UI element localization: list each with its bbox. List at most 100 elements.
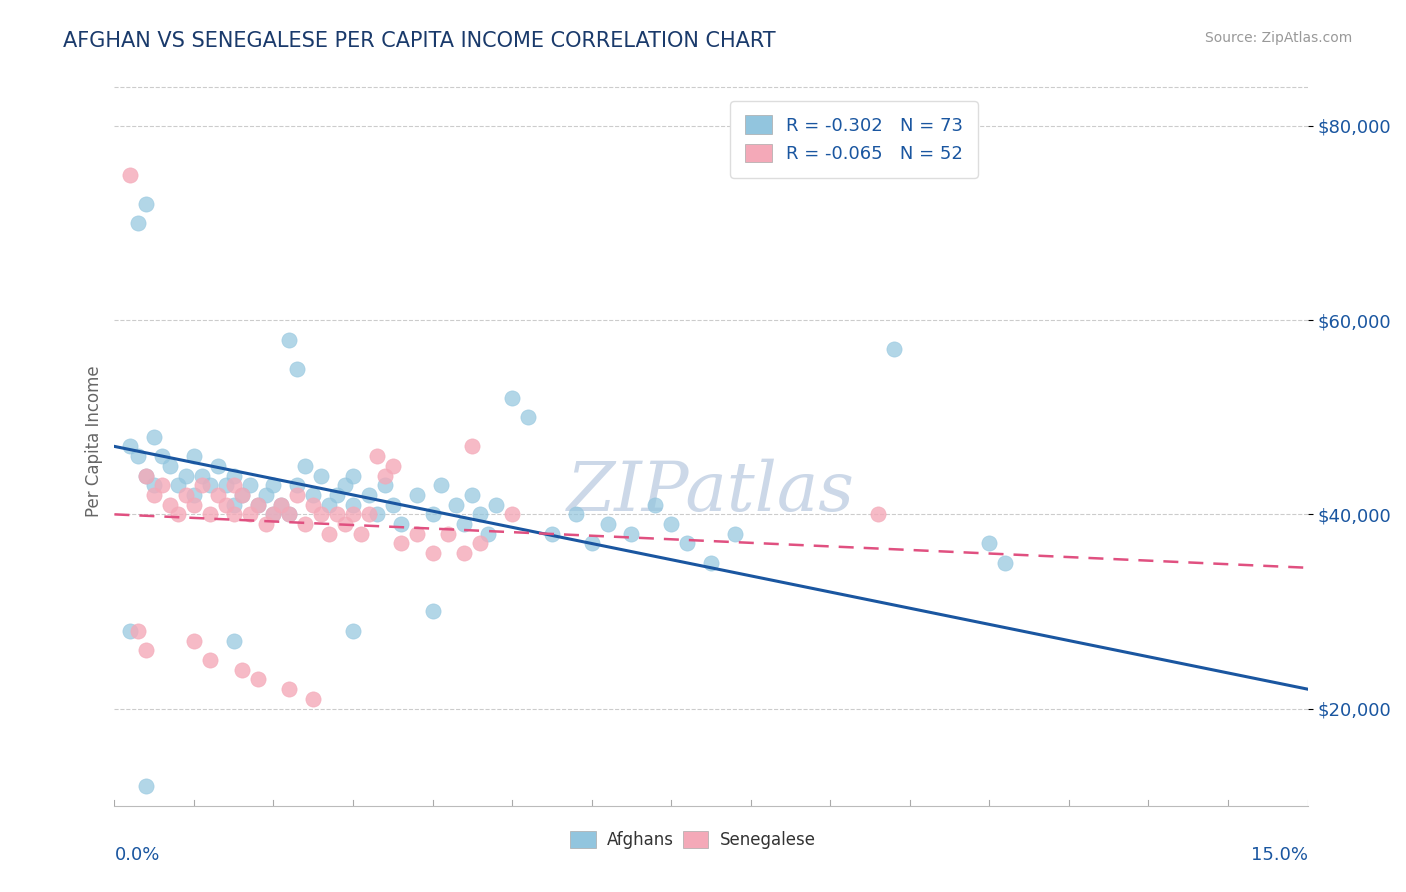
Point: [318, 526, 340, 541]
Point: [501, 508, 523, 522]
Point: [620, 526, 643, 541]
Point: [285, 361, 308, 376]
Point: [724, 526, 747, 541]
Point: [541, 526, 564, 541]
Point: [422, 604, 444, 618]
Point: [246, 673, 269, 687]
Point: [191, 478, 214, 492]
Point: [207, 488, 229, 502]
Point: [294, 458, 316, 473]
Point: [342, 624, 364, 638]
Point: [246, 498, 269, 512]
Point: [239, 478, 262, 492]
Point: [453, 517, 475, 532]
Point: [470, 536, 492, 550]
Point: [278, 682, 301, 697]
Point: [342, 468, 364, 483]
Point: [485, 498, 508, 512]
Point: [357, 508, 380, 522]
Point: [437, 526, 460, 541]
Point: [381, 498, 404, 512]
Point: [366, 508, 388, 522]
Text: Source: ZipAtlas.com: Source: ZipAtlas.com: [1205, 31, 1353, 45]
Point: [263, 508, 285, 522]
Point: [120, 624, 142, 638]
Point: [174, 468, 197, 483]
Point: [239, 508, 262, 522]
Point: [883, 343, 905, 357]
Point: [357, 488, 380, 502]
Point: [285, 488, 308, 502]
Point: [222, 478, 245, 492]
Point: [254, 517, 277, 532]
Point: [994, 556, 1017, 570]
Point: [581, 536, 603, 550]
Point: [381, 458, 404, 473]
Point: [477, 526, 499, 541]
Point: [263, 478, 285, 492]
Point: [659, 517, 682, 532]
Point: [470, 508, 492, 522]
Point: [326, 488, 349, 502]
Point: [231, 488, 253, 502]
Point: [564, 508, 586, 522]
Point: [222, 633, 245, 648]
Point: [183, 633, 205, 648]
Point: [422, 508, 444, 522]
Legend: R = -0.302   N = 73, R = -0.065   N = 52: R = -0.302 N = 73, R = -0.065 N = 52: [731, 101, 977, 178]
Point: [866, 508, 889, 522]
Point: [135, 468, 157, 483]
Point: [222, 468, 245, 483]
Point: [333, 478, 356, 492]
Point: [127, 449, 149, 463]
Point: [342, 498, 364, 512]
Point: [150, 478, 173, 492]
Point: [215, 478, 238, 492]
Point: [120, 168, 142, 182]
Point: [135, 196, 157, 211]
Point: [429, 478, 451, 492]
Point: [342, 508, 364, 522]
Point: [143, 478, 166, 492]
Point: [191, 468, 214, 483]
Y-axis label: Per Capita Income: Per Capita Income: [86, 366, 103, 517]
Point: [453, 546, 475, 560]
Point: [389, 517, 412, 532]
Point: [127, 624, 149, 638]
Point: [461, 488, 484, 502]
Point: [700, 556, 723, 570]
Point: [405, 526, 427, 541]
Point: [422, 546, 444, 560]
Point: [517, 410, 540, 425]
Point: [302, 488, 325, 502]
Point: [198, 508, 221, 522]
Text: ZIPatlas: ZIPatlas: [567, 459, 855, 526]
Point: [676, 536, 699, 550]
Point: [135, 779, 157, 793]
Point: [254, 488, 277, 502]
Point: [167, 508, 190, 522]
Point: [207, 458, 229, 473]
Point: [446, 498, 468, 512]
Point: [596, 517, 619, 532]
Point: [333, 517, 356, 532]
Text: AFGHAN VS SENEGALESE PER CAPITA INCOME CORRELATION CHART: AFGHAN VS SENEGALESE PER CAPITA INCOME C…: [63, 31, 776, 51]
Point: [278, 508, 301, 522]
Point: [405, 488, 427, 502]
Point: [263, 508, 285, 522]
Point: [644, 498, 666, 512]
Point: [231, 488, 253, 502]
Point: [318, 498, 340, 512]
Point: [366, 449, 388, 463]
Point: [246, 498, 269, 512]
Point: [143, 488, 166, 502]
Point: [174, 488, 197, 502]
Point: [135, 643, 157, 657]
Point: [278, 508, 301, 522]
Point: [309, 508, 332, 522]
Point: [389, 536, 412, 550]
Point: [285, 478, 308, 492]
Point: [198, 478, 221, 492]
Point: [374, 468, 396, 483]
Point: [215, 498, 238, 512]
